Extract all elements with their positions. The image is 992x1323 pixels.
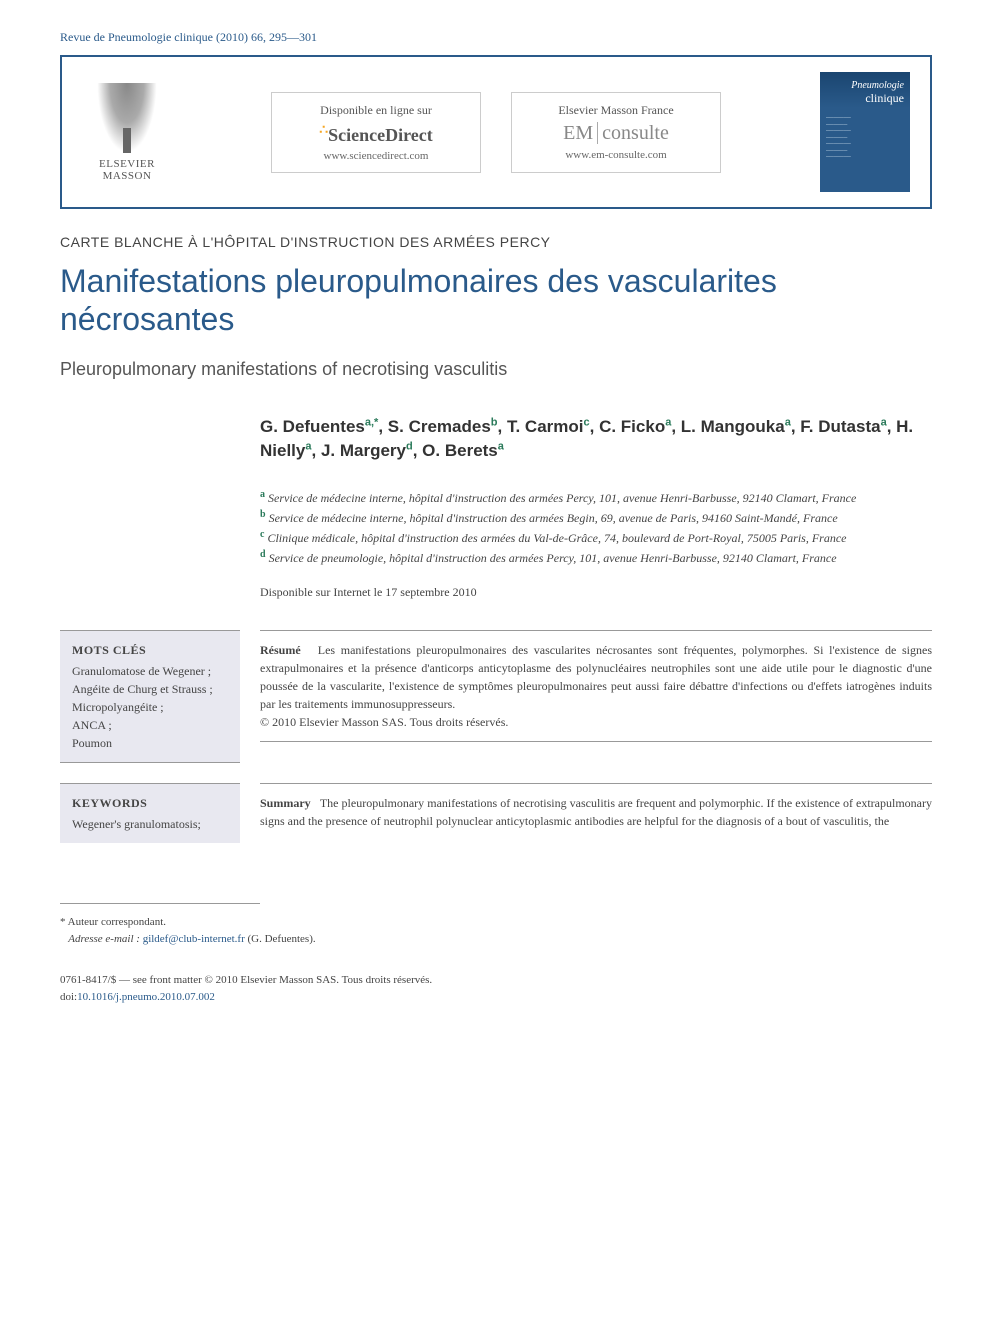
- author-name: T. Carmoi: [507, 417, 584, 436]
- doi-link[interactable]: 10.1016/j.pneumo.2010.07.002: [77, 991, 215, 1003]
- keywords-box-en: KEYWORDS Wegener's granulomatosis;: [60, 783, 240, 843]
- abstract-row-fr: MOTS CLÉS Granulomatose de Wegener ; Ang…: [60, 630, 932, 763]
- authors-list: G. Defuentesa,*, S. Cremadesb, T. Carmoi…: [260, 415, 932, 463]
- sciencedirect-brand: ∴ScienceDirect: [292, 122, 460, 146]
- authors-block: G. Defuentesa,*, S. Cremadesb, T. Carmoi…: [260, 415, 932, 463]
- corresponding-author-label: * Auteur correspondant.: [60, 914, 932, 931]
- abstract-body: The pleuropulmonary manifestations of ne…: [260, 796, 932, 828]
- author-affiliation-sup: c: [584, 416, 590, 428]
- author-name: L. Mangouka: [681, 417, 785, 436]
- availability-date: Disponible sur Internet le 17 septembre …: [260, 585, 932, 600]
- email-link[interactable]: gildef@club-internet.fr: [143, 933, 245, 945]
- author-name: F. Dutasta: [800, 417, 880, 436]
- cover-title-1: Pneumologie: [826, 80, 904, 91]
- affiliation-line: d Service de pneumologie, hôpital d'inst…: [260, 547, 932, 567]
- article-subtitle: Pleuropulmonary manifestations of necrot…: [60, 359, 932, 380]
- platform-sciencedirect: Disponible en ligne sur ∴ScienceDirect w…: [271, 92, 481, 173]
- doi-line: doi:10.1016/j.pneumo.2010.07.002: [60, 989, 932, 1006]
- copyright-block: 0761-8417/$ — see front matter © 2010 El…: [60, 972, 932, 1005]
- author-affiliation-sup: a: [785, 416, 791, 428]
- author-name: J. Margery: [321, 441, 406, 460]
- keywords-list: Granulomatose de Wegener ; Angéite de Ch…: [72, 662, 228, 752]
- author-affiliation-sup: a,*: [365, 416, 378, 428]
- abstract-copyright: © 2010 Elsevier Masson SAS. Tous droits …: [260, 715, 508, 729]
- citation-header: Revue de Pneumologie clinique (2010) 66,…: [60, 30, 932, 45]
- keywords-heading: KEYWORDS: [72, 794, 228, 812]
- email-label: Adresse e-mail :: [68, 933, 140, 945]
- author-affiliation-sup: a: [498, 440, 504, 452]
- abstract-row-en: KEYWORDS Wegener's granulomatosis; Summa…: [60, 783, 932, 843]
- sd-dots-icon: ∴: [319, 123, 328, 138]
- em-suffix: consulte: [602, 122, 669, 144]
- author-affiliation-sup: a: [881, 416, 887, 428]
- platform-url[interactable]: www.em-consulte.com: [532, 149, 700, 161]
- footnote-rule: [60, 903, 260, 904]
- keywords-list: Wegener's granulomatosis;: [72, 815, 228, 833]
- affiliation-line: c Clinique médicale, hôpital d'instructi…: [260, 527, 932, 547]
- keywords-heading: MOTS CLÉS: [72, 641, 228, 659]
- doi-label: doi:: [60, 991, 77, 1003]
- cover-decorative-lines: ────────────────────────────────────────…: [826, 116, 904, 162]
- author-affiliation-sup: a: [305, 440, 311, 452]
- author-name: O. Berets: [422, 441, 498, 460]
- author-affiliation-sup: d: [406, 440, 413, 452]
- abstract-text-fr: Résumé Les manifestations pleuropulmonai…: [260, 630, 932, 742]
- platform-emconsulte: Elsevier Masson France EMconsulte www.em…: [511, 92, 721, 173]
- journal-cover-thumbnail: Pneumologie clinique ───────────────────…: [820, 72, 910, 192]
- footnotes: * Auteur correspondant. Adresse e-mail :…: [60, 914, 932, 947]
- sd-brand-text: ScienceDirect: [328, 125, 433, 145]
- em-prefix: EM: [563, 122, 598, 144]
- header-banner: ELSEVIER MASSON Disponible en ligne sur …: [60, 55, 932, 209]
- abstract-heading: Summary: [260, 796, 311, 810]
- author-affiliation-sup: a: [665, 416, 671, 428]
- author-affiliation-sup: b: [491, 416, 498, 428]
- abstract-body: Les manifestations pleuropulmonaires des…: [260, 643, 932, 711]
- publisher-logo: ELSEVIER MASSON: [82, 75, 172, 190]
- author-name: C. Ficko: [599, 417, 665, 436]
- section-label: CARTE BLANCHE À L'HÔPITAL D'INSTRUCTION …: [60, 234, 932, 250]
- affiliation-line: b Service de médecine interne, hôpital d…: [260, 507, 932, 527]
- platform-top-label: Elsevier Masson France: [532, 103, 700, 118]
- front-matter-line: 0761-8417/$ — see front matter © 2010 El…: [60, 972, 932, 989]
- affiliations-block: a Service de médecine interne, hôpital d…: [260, 487, 932, 567]
- affiliation-line: a Service de médecine interne, hôpital d…: [260, 487, 932, 507]
- platform-url[interactable]: www.sciencedirect.com: [292, 150, 460, 162]
- abstract-text-en: Summary The pleuropulmonary manifestatio…: [260, 783, 932, 840]
- author-name: G. Defuentes: [260, 417, 365, 436]
- platform-boxes: Disponible en ligne sur ∴ScienceDirect w…: [192, 92, 800, 173]
- emconsulte-brand: EMconsulte: [532, 122, 700, 145]
- email-line: Adresse e-mail : gildef@club-internet.fr…: [60, 931, 932, 948]
- email-person: (G. Defuentes).: [248, 933, 316, 945]
- author-name: S. Cremades: [388, 417, 491, 436]
- abstract-heading: Résumé: [260, 643, 301, 657]
- publisher-name-2: MASSON: [103, 170, 152, 182]
- platform-top-label: Disponible en ligne sur: [292, 103, 460, 118]
- article-title: Manifestations pleuropulmonaires des vas…: [60, 262, 932, 339]
- tree-icon: [97, 83, 157, 153]
- publisher-name-1: ELSEVIER: [99, 158, 155, 170]
- keywords-box-fr: MOTS CLÉS Granulomatose de Wegener ; Ang…: [60, 630, 240, 763]
- cover-title-2: clinique: [826, 91, 904, 106]
